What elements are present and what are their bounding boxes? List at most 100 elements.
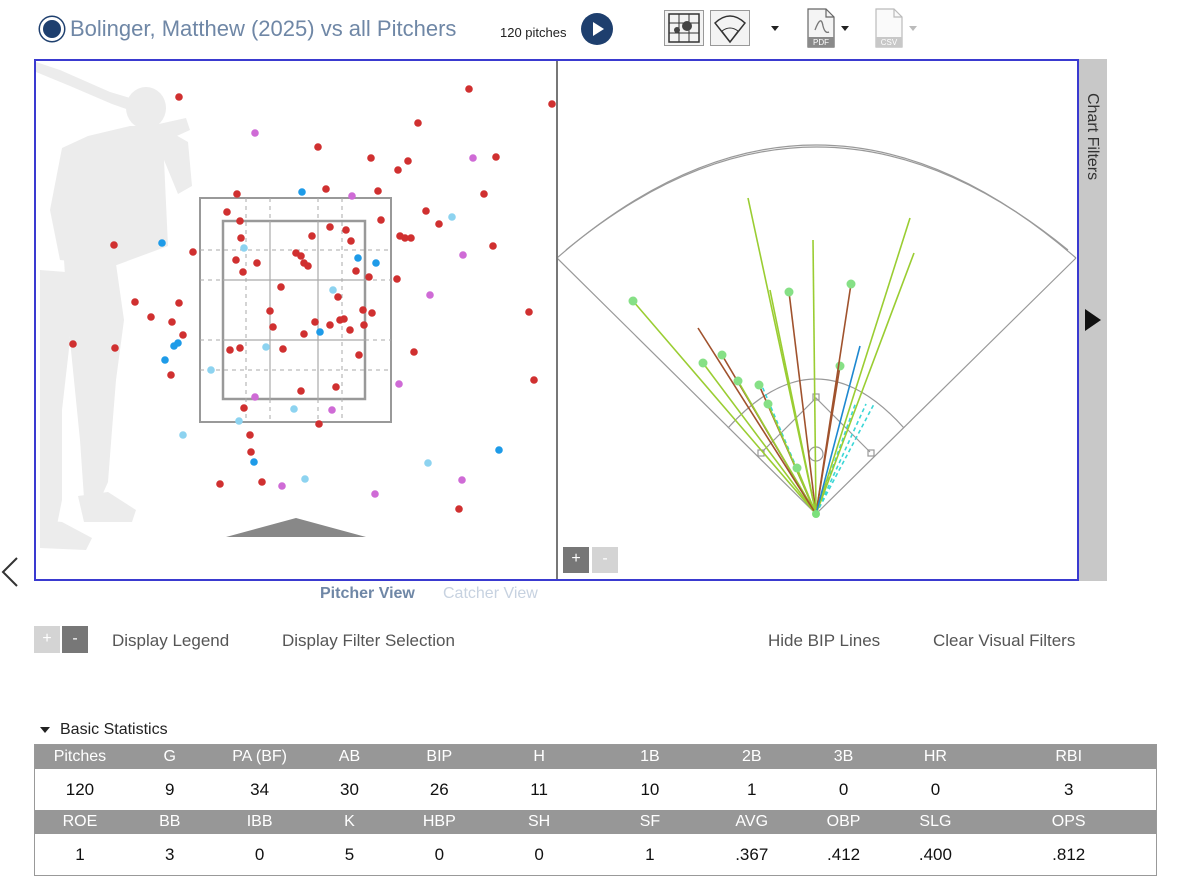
pitch-marker[interactable] <box>235 417 243 425</box>
landing-point-marker[interactable] <box>835 361 845 371</box>
pitch-marker[interactable] <box>455 505 463 513</box>
pitch-marker[interactable] <box>448 213 456 221</box>
pitch-marker[interactable] <box>342 226 350 234</box>
pitch-marker[interactable] <box>179 331 187 339</box>
pitch-marker[interactable] <box>495 446 503 454</box>
landing-point-marker[interactable] <box>763 399 773 409</box>
pitch-marker[interactable] <box>233 190 241 198</box>
pitch-marker[interactable] <box>326 321 334 329</box>
pitch-marker[interactable] <box>367 154 375 162</box>
pitch-marker[interactable] <box>459 251 467 259</box>
pitch-marker[interactable] <box>175 93 183 101</box>
spray-zoom-out-button[interactable]: - <box>592 547 618 573</box>
landing-point-marker[interactable] <box>846 279 856 289</box>
pdf-export-button[interactable]: PDF <box>806 8 836 48</box>
zone-zoom-in-button[interactable]: + <box>34 626 60 653</box>
landing-point-marker[interactable] <box>717 350 727 360</box>
expand-arrow-icon[interactable] <box>1085 309 1101 331</box>
pitch-marker[interactable] <box>167 371 175 379</box>
pitch-marker[interactable] <box>278 482 286 490</box>
pitch-marker[interactable] <box>332 383 340 391</box>
pitch-marker[interactable] <box>316 328 324 336</box>
pitch-marker[interactable] <box>236 344 244 352</box>
pitch-marker[interactable] <box>304 262 312 270</box>
pitch-marker[interactable] <box>158 239 166 247</box>
pitch-marker[interactable] <box>394 166 402 174</box>
pitch-marker[interactable] <box>110 241 118 249</box>
pitch-marker[interactable] <box>365 273 373 281</box>
pitch-marker[interactable] <box>308 232 316 240</box>
pitch-marker[interactable] <box>216 480 224 488</box>
landing-point-marker[interactable] <box>792 463 802 473</box>
pitch-marker[interactable] <box>465 85 473 93</box>
hide-bip-lines-link[interactable]: Hide BIP Lines <box>768 631 881 650</box>
csv-export-button[interactable]: CSV <box>874 8 904 48</box>
pitch-marker[interactable] <box>360 321 368 329</box>
pitch-marker[interactable] <box>189 248 197 256</box>
pitch-marker[interactable] <box>407 234 415 242</box>
clear-visual-filters-link[interactable]: Clear Visual Filters <box>933 631 1076 650</box>
batted-ball-line[interactable] <box>815 217 911 515</box>
pitch-marker[interactable] <box>340 315 348 323</box>
csv-dropdown-caret[interactable] <box>909 26 917 31</box>
pitch-marker[interactable] <box>435 220 443 228</box>
pitch-marker[interactable] <box>401 234 409 242</box>
pitch-marker[interactable] <box>525 308 533 316</box>
pitch-marker[interactable] <box>207 366 215 374</box>
pitch-marker[interactable] <box>346 326 354 334</box>
landing-point-marker[interactable] <box>733 376 743 386</box>
pitch-marker[interactable] <box>480 190 488 198</box>
pitch-marker[interactable] <box>240 404 248 412</box>
display-filter-selection-link[interactable]: Display Filter Selection <box>282 631 455 650</box>
pitch-marker[interactable] <box>395 380 403 388</box>
pitch-marker[interactable] <box>548 100 556 108</box>
play-button[interactable] <box>581 13 613 45</box>
pitch-marker[interactable] <box>251 393 259 401</box>
batted-ball-line[interactable] <box>769 289 817 515</box>
spray-chart-tool-button[interactable] <box>710 10 750 46</box>
pitch-marker[interactable] <box>170 342 178 350</box>
chart-type-dropdown-caret[interactable] <box>771 26 779 31</box>
batted-ball-line[interactable] <box>815 252 915 515</box>
pitch-marker[interactable] <box>239 268 247 276</box>
pitch-marker[interactable] <box>359 306 367 314</box>
pitch-marker[interactable] <box>251 129 259 137</box>
batted-ball-line[interactable] <box>788 291 817 515</box>
pitch-marker[interactable] <box>301 475 309 483</box>
landing-point-marker[interactable] <box>754 380 764 390</box>
pitch-marker[interactable] <box>147 313 155 321</box>
batted-ball-line[interactable] <box>702 362 817 515</box>
pitch-marker[interactable] <box>371 490 379 498</box>
pitch-marker[interactable] <box>347 237 355 245</box>
pitch-marker[interactable] <box>232 256 240 264</box>
pitch-marker[interactable] <box>458 476 466 484</box>
pitch-marker[interactable] <box>530 376 538 384</box>
pitch-marker[interactable] <box>269 323 277 331</box>
batted-ball-line[interactable] <box>815 345 861 515</box>
landing-point-marker[interactable] <box>628 296 638 306</box>
chevron-left-icon[interactable] <box>0 556 20 588</box>
pitch-marker[interactable] <box>277 283 285 291</box>
pitch-marker[interactable] <box>393 275 401 283</box>
pitch-marker[interactable] <box>290 405 298 413</box>
pitch-marker[interactable] <box>175 299 183 307</box>
pitch-marker[interactable] <box>354 254 362 262</box>
batted-ball-line[interactable] <box>697 327 817 515</box>
batted-ball-line[interactable] <box>815 283 852 515</box>
pitch-marker[interactable] <box>372 259 380 267</box>
pitch-marker[interactable] <box>297 252 305 260</box>
pitch-marker[interactable] <box>262 343 270 351</box>
pitch-marker[interactable] <box>246 431 254 439</box>
pitch-marker[interactable] <box>329 286 337 294</box>
ground-ball-line[interactable] <box>815 401 857 515</box>
pitch-marker[interactable] <box>226 346 234 354</box>
pitch-marker[interactable] <box>348 192 356 200</box>
pitch-marker[interactable] <box>328 406 336 414</box>
pitch-marker[interactable] <box>424 459 432 467</box>
spray-zoom-in-button[interactable]: + <box>563 547 589 573</box>
catcher-view-toggle[interactable]: Catcher View <box>443 585 538 602</box>
batted-ball-line[interactable] <box>737 380 817 515</box>
landing-point-marker[interactable] <box>698 358 708 368</box>
pitch-marker[interactable] <box>368 309 376 317</box>
pitch-marker[interactable] <box>247 448 255 456</box>
